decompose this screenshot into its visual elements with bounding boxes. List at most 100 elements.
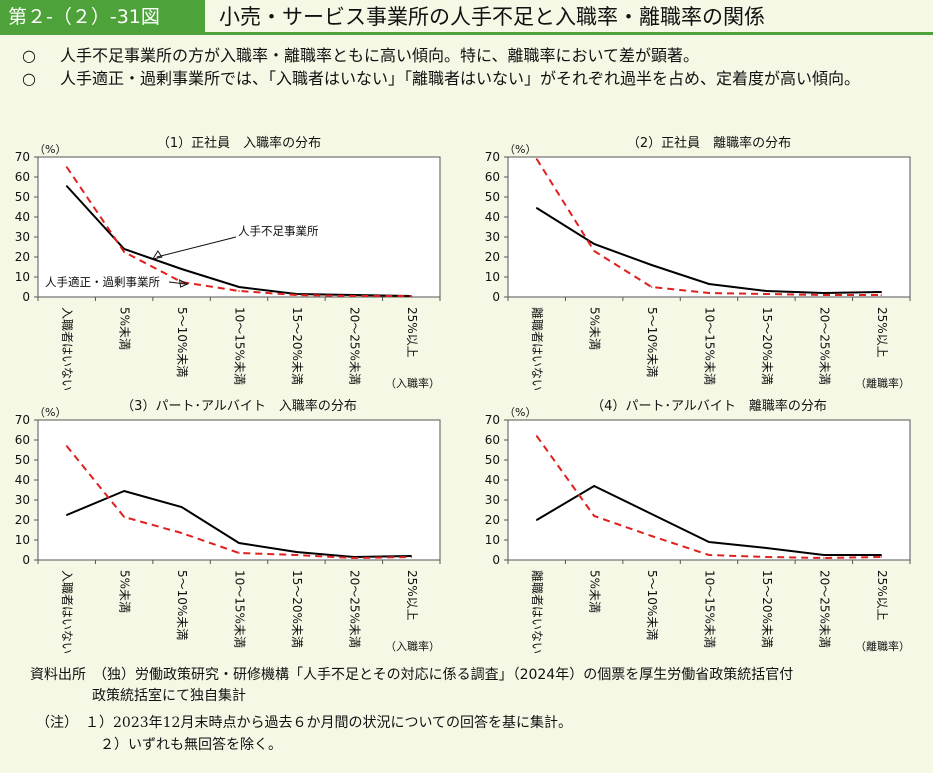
x-tick-label: 25%以上 bbox=[405, 307, 419, 358]
arrow-head-icon bbox=[178, 279, 189, 288]
y-tick-label: 40 bbox=[485, 473, 500, 487]
data-point bbox=[593, 485, 595, 487]
data-point bbox=[410, 556, 413, 558]
plot-area bbox=[507, 156, 911, 298]
plot-area bbox=[37, 419, 441, 561]
x-tick-label: 5%未満 bbox=[118, 570, 132, 613]
data-point bbox=[123, 516, 125, 518]
x-tick-label: 離職者はいない bbox=[530, 307, 544, 391]
y-tick-label: 60 bbox=[15, 170, 30, 184]
x-tick-label: 5～10%未満 bbox=[175, 570, 189, 640]
data-point bbox=[880, 556, 883, 558]
y-tick-label: 60 bbox=[485, 170, 500, 184]
data-point bbox=[123, 251, 125, 253]
annotation-arrow bbox=[156, 236, 237, 258]
y-tick-label: 70 bbox=[15, 150, 30, 164]
y-tick-label: 50 bbox=[15, 190, 30, 204]
data-point bbox=[765, 556, 768, 558]
data-point bbox=[593, 243, 595, 245]
data-point bbox=[823, 292, 825, 294]
plot-area bbox=[507, 419, 911, 561]
x-tick-label: 15～20%未満 bbox=[290, 307, 304, 385]
notes: （注） １）2023年12月末時点から過去６か月間の状況についての回答を基に集計… bbox=[36, 712, 573, 756]
y-axis-label: （%） bbox=[34, 143, 66, 156]
figure-header: 第２-（２）-31図 小売・サービス事業所の人手不足と入職率・離職率の関係 bbox=[0, 0, 933, 35]
y-tick-label: 20 bbox=[15, 513, 30, 527]
data-point bbox=[65, 166, 68, 168]
data-point bbox=[180, 506, 183, 508]
y-tick-label: 30 bbox=[15, 493, 30, 507]
y-axis-label: （%） bbox=[34, 406, 66, 419]
data-point bbox=[238, 286, 240, 288]
data-point bbox=[65, 514, 68, 516]
x-tick-label: 5～10%未満 bbox=[645, 307, 659, 377]
x-tick-label: 20～25%未満 bbox=[347, 307, 361, 385]
x-tick-label: 20～25%未満 bbox=[817, 570, 831, 648]
annotation-arrow bbox=[168, 281, 186, 285]
x-axis-label: （離職率） bbox=[855, 376, 910, 390]
chart-4: （4）パート･アルバイト 離職率の分布 （%） 0 10 20 30 40 50 60 70 離職者… bbox=[470, 396, 933, 662]
source-note: 資料出所 （独）労働政策研究・研修機構「人手不足とその対応に係る調査」（2024… bbox=[30, 665, 920, 707]
y-tick-label: 0 bbox=[22, 290, 30, 304]
data-point bbox=[535, 158, 538, 160]
data-point bbox=[765, 547, 768, 549]
y-tick-label: 10 bbox=[15, 533, 30, 547]
x-tick-label: 25%以上 bbox=[405, 570, 419, 621]
data-point bbox=[650, 264, 653, 266]
chart-3-svg: （3）パート･アルバイト 入職率の分布 （%） 0 10 20 30 40 50 60 70 入職者… bbox=[15, 398, 441, 654]
key-point-2: ○ 人手適正・過剰事業所では、「入職者はいない」「離職者はいない」がそれぞれ過半… bbox=[22, 67, 922, 90]
data-point bbox=[535, 435, 538, 437]
data-point bbox=[880, 554, 883, 556]
data-point bbox=[650, 535, 653, 537]
y-tick-label: 50 bbox=[15, 453, 30, 467]
figure-number: 第２-（２）-31図 bbox=[0, 0, 205, 35]
y-tick-label: 70 bbox=[485, 150, 500, 164]
x-tick-label: 5%未満 bbox=[588, 570, 602, 613]
x-tick-label: 入職者はいない bbox=[60, 307, 74, 391]
key-points: ○ 人手不足事業所の方が入職率・離職率ともに高い傾向。特に、離職率において差が顕… bbox=[22, 44, 922, 90]
x-axis-label: （入職率） bbox=[385, 376, 440, 390]
data-point bbox=[65, 445, 68, 447]
chart-title: （1）正社員 入職率の分布 bbox=[157, 135, 321, 151]
data-point bbox=[650, 286, 653, 288]
x-tick-label: 5～10%未満 bbox=[645, 570, 659, 640]
data-point bbox=[295, 554, 298, 556]
y-tick-label: 0 bbox=[22, 553, 30, 567]
data-point bbox=[123, 248, 125, 250]
y-tick-label: 40 bbox=[485, 210, 500, 224]
chart-2: （2）正社員 離職率の分布 （%） 0 10 20 30 40 50 60 70 離職者はいない 5%… bbox=[470, 133, 933, 399]
data-point bbox=[880, 294, 883, 296]
chart-1-svg: （1）正社員 入職率の分布 （%） 0 10 20 30 40 50 60 70 入職者はいない 5%… bbox=[15, 135, 441, 391]
data-point bbox=[593, 250, 595, 252]
y-tick-label: 20 bbox=[485, 513, 500, 527]
x-tick-label: 5～10%未満 bbox=[175, 307, 189, 377]
data-point bbox=[180, 532, 183, 534]
notes-label: （注） bbox=[36, 715, 71, 731]
note-2: ２）いずれも無回答を除く。 bbox=[100, 737, 282, 753]
annotation-adequate: 人手適正・過剰事業所 bbox=[45, 275, 160, 289]
figure-title: 小売・サービス事業所の人手不足と入職率・離職率の関係 bbox=[205, 0, 933, 35]
y-tick-label: 20 bbox=[15, 250, 30, 264]
y-tick-label: 30 bbox=[485, 230, 500, 244]
note-1: １）2023年12月末時点から過去６か月間の状況についての回答を基に集計。 bbox=[85, 715, 573, 731]
source-label: 資料出所 bbox=[30, 667, 86, 683]
y-axis-label: （%） bbox=[504, 143, 536, 156]
data-point bbox=[238, 552, 240, 554]
data-point bbox=[123, 490, 125, 492]
y-tick-label: 0 bbox=[492, 553, 500, 567]
x-tick-label: 5%未満 bbox=[588, 307, 602, 350]
key-point-1: ○ 人手不足事業所の方が入職率・離職率ともに高い傾向。特に、離職率において差が顕… bbox=[22, 44, 922, 67]
arrow-head-icon bbox=[151, 250, 163, 260]
chart-3: （3）パート･アルバイト 入職率の分布 （%） 0 10 20 30 40 50 60 70 入職者… bbox=[0, 396, 466, 662]
y-tick-label: 60 bbox=[15, 433, 30, 447]
chart-title: （4）パート･アルバイト 離職率の分布 bbox=[591, 398, 827, 414]
y-tick-label: 10 bbox=[15, 270, 30, 284]
x-axis-label: （離職率） bbox=[855, 639, 910, 653]
y-tick-label: 70 bbox=[15, 413, 30, 427]
data-point bbox=[708, 554, 710, 556]
y-tick-label: 10 bbox=[485, 270, 500, 284]
chart-1: （1）正社員 入職率の分布 （%） 0 10 20 30 40 50 60 70 入職者はいない 5%… bbox=[0, 133, 466, 399]
y-tick-label: 30 bbox=[485, 493, 500, 507]
x-tick-label: 5%未満 bbox=[118, 307, 132, 350]
data-point bbox=[295, 294, 298, 296]
